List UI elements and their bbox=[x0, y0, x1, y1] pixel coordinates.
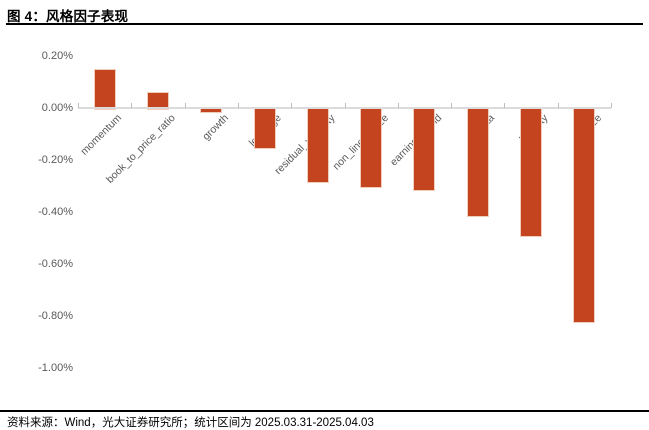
category-tick bbox=[344, 103, 346, 108]
x-axis-label: growth bbox=[199, 112, 231, 143]
x-axis-label: momentum bbox=[78, 112, 125, 158]
category-tick bbox=[131, 103, 133, 108]
bar-momentum bbox=[93, 69, 116, 110]
category-tick bbox=[397, 103, 399, 108]
bar-non_linear_size bbox=[360, 108, 383, 188]
category-tick bbox=[504, 103, 506, 108]
bar-leverage bbox=[253, 108, 276, 149]
category-tick bbox=[184, 103, 186, 108]
category-tick bbox=[78, 103, 79, 108]
y-axis-tick-label: -0.40% bbox=[38, 206, 73, 218]
bar-liquidity bbox=[520, 108, 543, 238]
bar-beta bbox=[466, 108, 489, 217]
y-axis-tick-label: -0.80% bbox=[38, 310, 73, 322]
title-divider bbox=[6, 23, 643, 25]
y-axis-tick-label: -0.60% bbox=[38, 258, 73, 270]
category-tick bbox=[237, 103, 239, 108]
bar-residual_volatility bbox=[306, 108, 329, 183]
bar-size bbox=[573, 108, 596, 324]
category-tick bbox=[451, 103, 453, 108]
figure-title: 图 4：风格因子表现 bbox=[7, 9, 129, 24]
x-axis-line bbox=[78, 107, 611, 109]
y-axis-tick-label: -1.00% bbox=[38, 362, 73, 374]
footer-divider bbox=[0, 410, 649, 412]
source-note: 资料来源：Wind，光大证券研究所；统计区间为 2025.03.31-2025.… bbox=[7, 417, 374, 429]
category-tick bbox=[611, 103, 612, 108]
bar-book_to_price_ratio bbox=[146, 92, 169, 110]
bar-earnings_yield bbox=[413, 108, 436, 191]
category-tick bbox=[557, 103, 559, 108]
bar-chart: 0.20% 0.00% -0.20% -0.40% -0.60% -0.80% -1.00%… bbox=[0, 30, 649, 400]
y-axis-tick-label: 0.00% bbox=[41, 102, 73, 114]
category-tick bbox=[291, 103, 293, 108]
y-axis-tick-label: -0.20% bbox=[38, 154, 73, 166]
y-axis-tick-label: 0.20% bbox=[41, 50, 73, 62]
